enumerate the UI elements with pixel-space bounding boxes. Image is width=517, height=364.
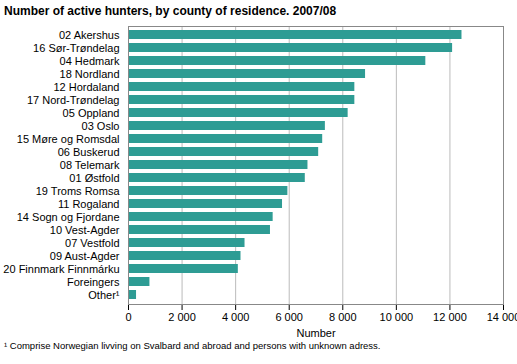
svg-text:18 Nordland: 18 Nordland	[60, 68, 120, 80]
svg-text:0: 0	[125, 311, 131, 323]
svg-text:03 Oslo: 03 Oslo	[82, 120, 120, 132]
svg-text:Number: Number	[296, 327, 335, 339]
svg-text:15 Møre og Romsdal: 15 Møre og Romsdal	[17, 133, 120, 145]
svg-text:20 Finnmark Finnmárku: 20 Finnmark Finnmárku	[3, 263, 119, 275]
svg-text:05 Oppland: 05 Oppland	[63, 107, 120, 119]
svg-text:06 Buskerud: 06 Buskerud	[58, 146, 120, 158]
svg-text:Other¹: Other¹	[88, 289, 120, 301]
svg-text:08 Telemark: 08 Telemark	[60, 159, 120, 171]
svg-text:8 000: 8 000	[329, 311, 357, 323]
svg-text:Foreingers: Foreingers	[67, 276, 120, 288]
svg-text:16 Sør-Trøndelag: 16 Sør-Trøndelag	[33, 42, 119, 54]
svg-text:10 Vest-Agder: 10 Vest-Agder	[50, 224, 120, 236]
svg-text:11 Rogaland: 11 Rogaland	[58, 198, 120, 210]
svg-text:17 Nord-Trøndelag: 17 Nord-Trøndelag	[27, 94, 120, 106]
svg-text:12 000: 12 000	[433, 311, 467, 323]
html-text:Number of active hunters, by c: Number of active hunters, by county of r…	[4, 4, 337, 18]
svg-text:10 000: 10 000	[380, 311, 414, 323]
svg-text:19 Troms Romsa: 19 Troms Romsa	[36, 185, 121, 197]
svg-text:02 Akershus: 02 Akershus	[59, 29, 120, 41]
svg-text:14 000: 14 000	[487, 311, 517, 323]
svg-text:14 Sogn og Fjordane: 14 Sogn og Fjordane	[17, 211, 120, 223]
html-text:¹ Comprise Norwegian livving o: ¹ Comprise Norwegian livving on Svalbard…	[4, 340, 381, 351]
svg-text:6 000: 6 000	[275, 311, 303, 323]
svg-text:2 000: 2 000	[168, 311, 196, 323]
svg-text:12 Hordaland: 12 Hordaland	[53, 81, 119, 93]
svg-text:4 000: 4 000	[222, 311, 250, 323]
svg-text:09 Aust-Agder: 09 Aust-Agder	[50, 250, 120, 262]
svg-text:01 Østfold: 01 Østfold	[69, 172, 119, 184]
svg-text:07 Vestfold: 07 Vestfold	[65, 237, 119, 249]
svg-text:04 Hedmark: 04 Hedmark	[60, 55, 120, 67]
